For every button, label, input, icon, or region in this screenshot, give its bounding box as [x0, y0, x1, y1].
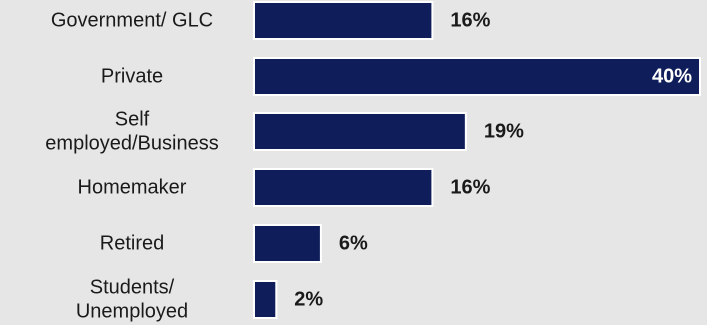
category-label-1-line-0: Private [101, 66, 163, 88]
category-label-0-line-0: Government/ GLC [51, 10, 213, 32]
value-label-5: 2% [294, 289, 323, 311]
category-label-1: Private [101, 66, 163, 88]
bar-5 [253, 280, 278, 319]
value-label-4: 6% [339, 233, 368, 255]
category-label-5: Students/Unemployed [76, 277, 188, 323]
category-label-2-line-1: employed/Business [45, 133, 218, 155]
bars-group [253, 1, 701, 319]
bar-1 [253, 57, 701, 96]
bar-3 [253, 168, 434, 207]
category-label-2-line-0: Self [115, 109, 150, 131]
value-label-0: 16% [450, 10, 490, 32]
category-label-4-line-0: Retired [100, 233, 164, 255]
bar-2 [253, 112, 467, 151]
category-label-3: Homemaker [78, 177, 187, 199]
category-label-3-line-0: Homemaker [78, 177, 187, 199]
category-label-5-line-0: Students/ [90, 277, 175, 299]
category-label-0: Government/ GLC [51, 10, 213, 32]
value-label-2: 19% [484, 121, 524, 143]
value-label-1: 40% [652, 66, 692, 88]
value-label-3: 16% [450, 177, 490, 199]
bar-0 [253, 1, 434, 40]
category-labels-group: Government/ GLC Private Self employed/Busin… [45, 10, 218, 323]
category-label-4: Retired [100, 233, 164, 255]
value-labels-group: 16% 40% 19% 16% 6% 2% [294, 10, 692, 311]
category-label-5-line-1: Unemployed [76, 301, 188, 323]
bar-4 [253, 224, 322, 263]
category-label-2: Self employed/Business [45, 109, 218, 155]
